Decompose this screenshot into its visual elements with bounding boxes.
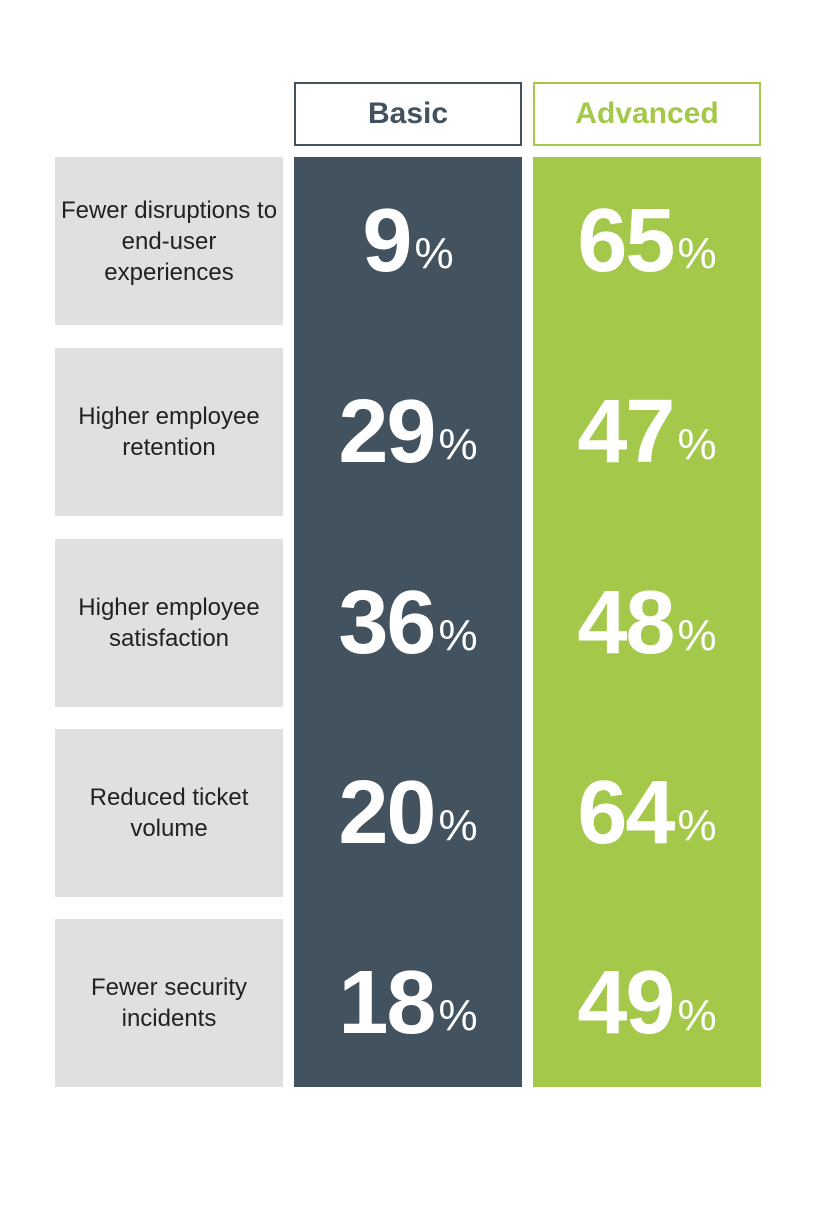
row-label: Reduced ticket volume	[55, 729, 283, 897]
percent-sign: %	[438, 991, 478, 1040]
basic-value-cell: 36%	[294, 539, 522, 707]
basic-value-cell: 18%	[294, 919, 522, 1087]
basic-value: 18	[338, 953, 436, 1053]
percent-sign: %	[414, 229, 454, 278]
advanced-value-cell: 65%	[533, 157, 761, 325]
row-label: Fewer security incidents	[55, 919, 283, 1087]
percent-sign: %	[677, 420, 717, 469]
percent-sign: %	[438, 420, 478, 469]
percent-sign: %	[438, 801, 478, 850]
basic-value-cell: 20%	[294, 729, 522, 897]
basic-value: 36	[338, 573, 436, 673]
percent-sign: %	[677, 801, 717, 850]
percent-sign: %	[677, 229, 717, 278]
advanced-value-cell: 48%	[533, 539, 761, 707]
advanced-column	[533, 157, 761, 1087]
row-label: Fewer disruptions to end-user experience…	[55, 157, 283, 325]
row-label: Higher employee retention	[55, 348, 283, 516]
advanced-value: 64	[577, 763, 675, 863]
percent-sign: %	[677, 611, 717, 660]
advanced-value-cell: 64%	[533, 729, 761, 897]
advanced-value-cell: 49%	[533, 919, 761, 1087]
percent-sign: %	[677, 991, 717, 1040]
advanced-value: 47	[577, 382, 675, 482]
basic-value: 20	[338, 763, 436, 863]
percent-sign: %	[438, 611, 478, 660]
basic-value: 29	[338, 382, 436, 482]
basic-header: Basic	[294, 82, 522, 146]
row-label: Higher employee satisfaction	[55, 539, 283, 707]
advanced-value: 49	[577, 953, 675, 1053]
advanced-value-cell: 47%	[533, 348, 761, 516]
advanced-value: 48	[577, 573, 675, 673]
basic-column	[294, 157, 522, 1087]
basic-value-cell: 9%	[294, 157, 522, 325]
advanced-header: Advanced	[533, 82, 761, 146]
advanced-value: 65	[577, 191, 675, 291]
basic-value: 9	[362, 191, 412, 291]
basic-value-cell: 29%	[294, 348, 522, 516]
